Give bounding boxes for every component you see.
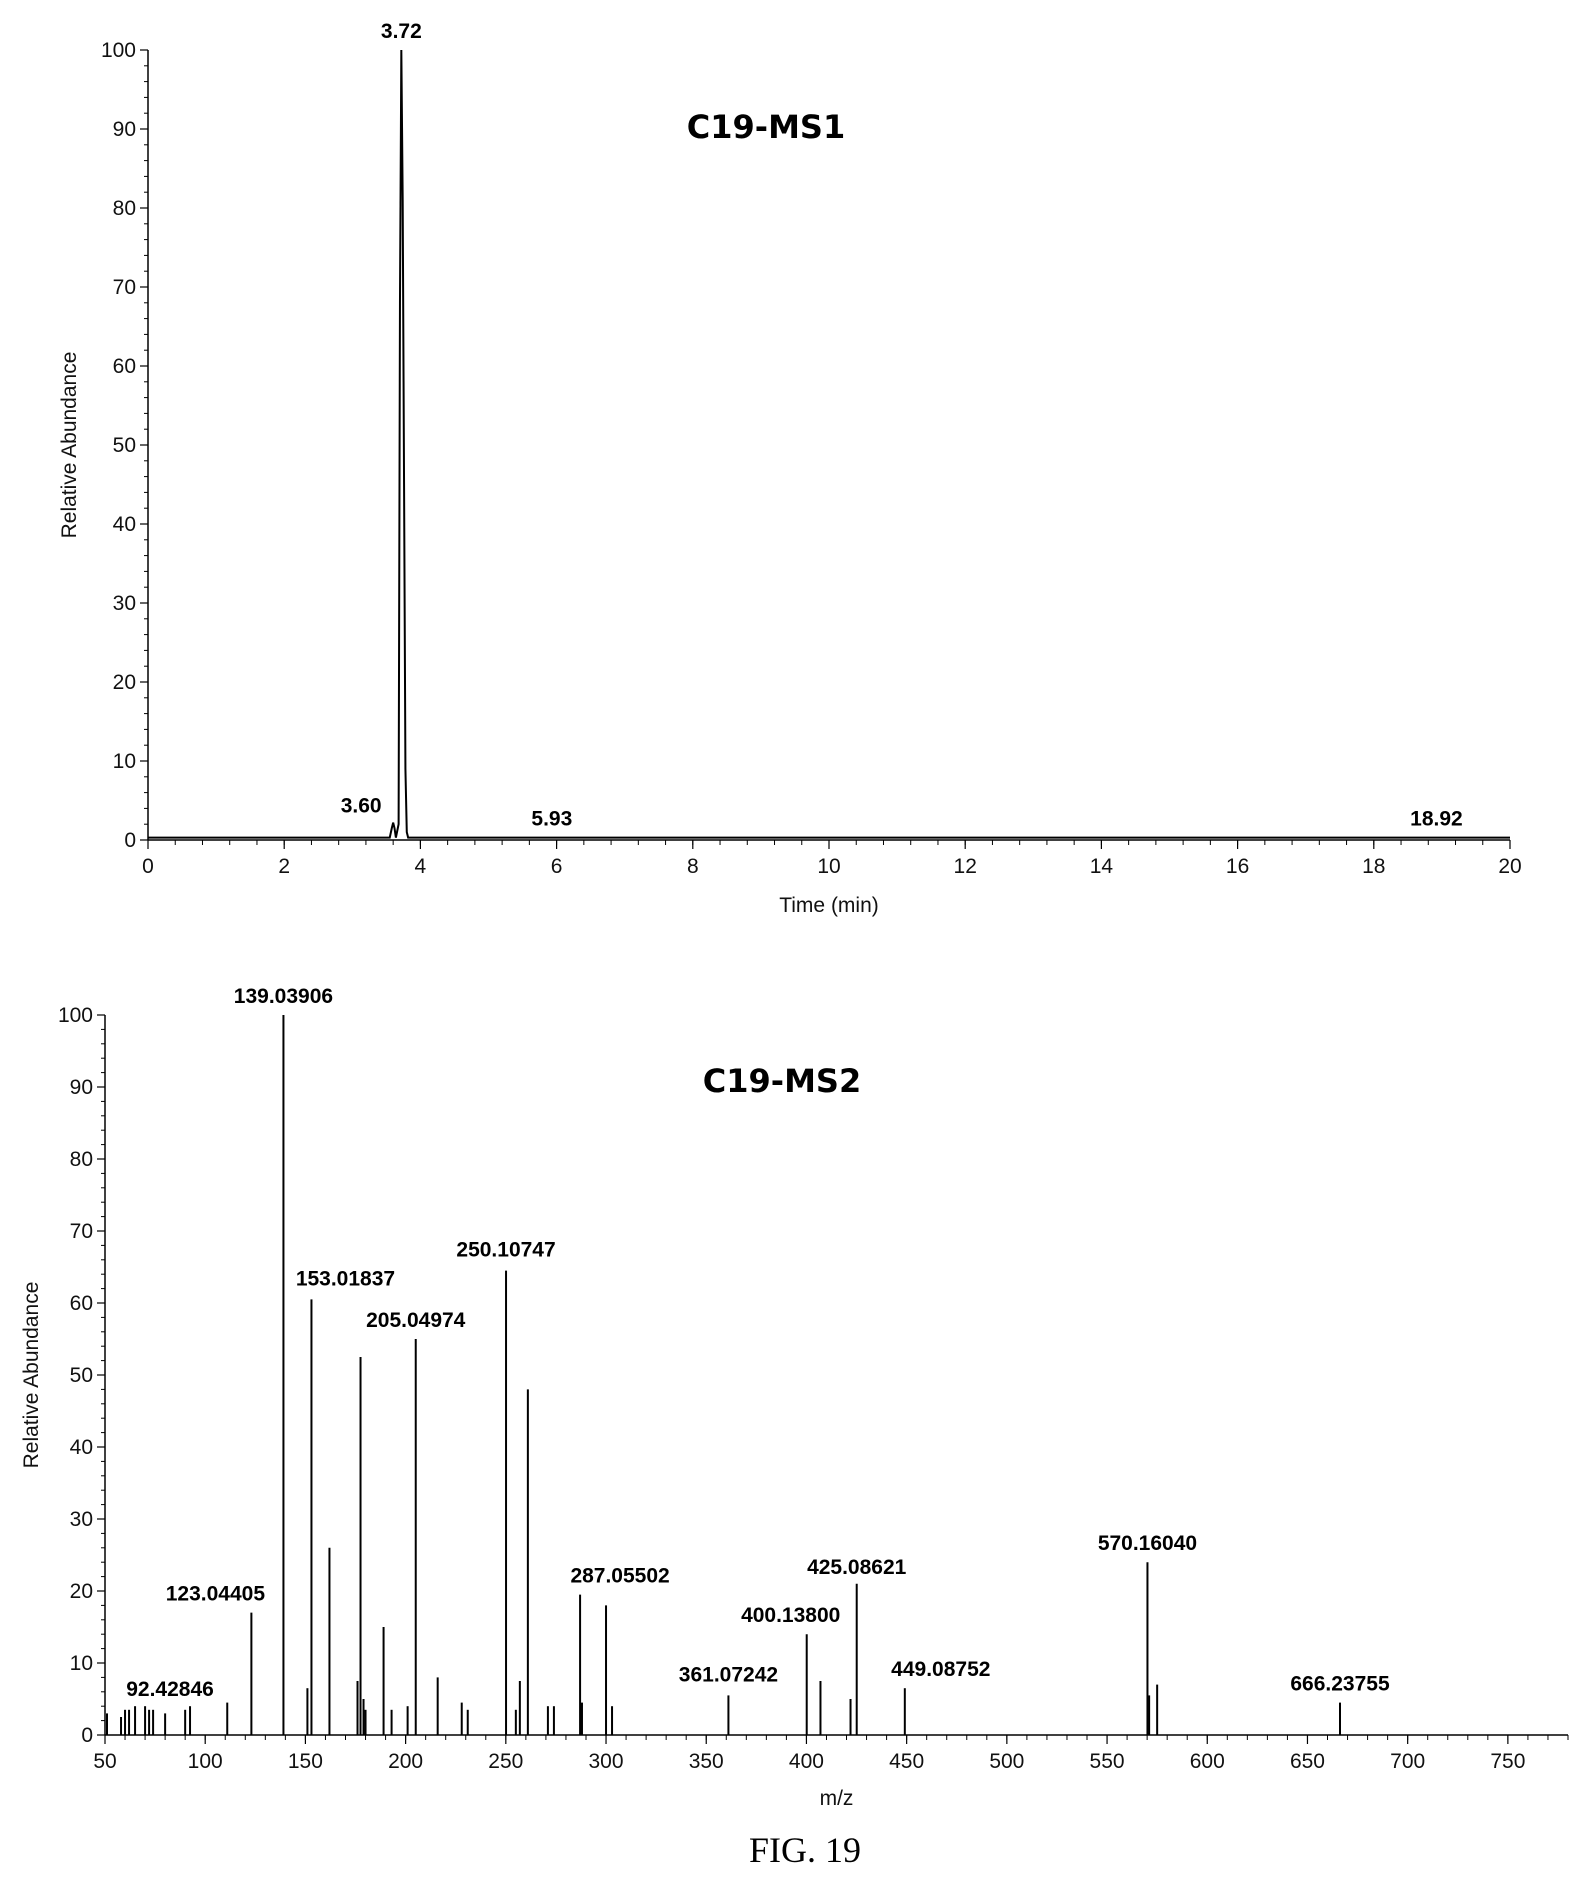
peak-label: 18.92: [1410, 808, 1463, 831]
peak-label: 205.04974: [366, 1309, 466, 1332]
y-tick-label: 60: [70, 1292, 93, 1315]
peak-label: 250.10747: [456, 1239, 555, 1262]
x-tick-label: 600: [1190, 1750, 1225, 1773]
x-tick-label: 750: [1490, 1750, 1525, 1773]
y-tick-label: 10: [113, 750, 136, 773]
x-tick-label: 0: [142, 855, 154, 878]
y-tick-label: 0: [124, 829, 136, 852]
y-tick-label: 0: [81, 1724, 93, 1747]
y-tick-label: 100: [58, 1004, 93, 1027]
peak-label: 449.08752: [891, 1658, 990, 1681]
y-tick-label: 90: [70, 1076, 93, 1099]
y-tick-label: 10: [70, 1652, 93, 1675]
y-tick-label: 80: [70, 1148, 93, 1171]
peak-label: 425.08621: [807, 1556, 907, 1579]
y-tick-label: 100: [101, 39, 136, 62]
peak-label: 3.72: [381, 20, 422, 43]
peak-label: 153.01837: [296, 1267, 395, 1290]
x-axis-title: Time (min): [779, 894, 879, 917]
y-tick-label: 80: [113, 197, 136, 220]
x-tick-label: 550: [1090, 1750, 1125, 1773]
x-tick-label: 300: [589, 1750, 624, 1773]
x-tick-label: 12: [954, 855, 977, 878]
y-tick-label: 90: [113, 118, 136, 141]
x-tick-label: 700: [1390, 1750, 1425, 1773]
peak-label: 666.23755: [1290, 1673, 1390, 1696]
peak-label: 570.16040: [1098, 1532, 1197, 1555]
peak-label: 361.07242: [679, 1663, 778, 1686]
x-tick-label: 10: [817, 855, 840, 878]
x-tick-label: 4: [415, 855, 427, 878]
chromatogram-trace: [148, 49, 1510, 839]
x-tick-label: 100: [188, 1750, 223, 1773]
peak-label: 400.13800: [741, 1604, 840, 1627]
x-tick-label: 400: [789, 1750, 824, 1773]
peak-label: 139.03906: [234, 985, 333, 1008]
x-tick-label: 350: [689, 1750, 724, 1773]
mass-spectrum-chart-ms2: 0 10 20 30 40 50 60 70 80 90 100 50 100 150 200 250 300 3…: [20, 985, 1569, 1810]
x-tick-label: 50: [93, 1750, 116, 1773]
x-tick-label: 450: [889, 1750, 924, 1773]
y-tick-label: 20: [70, 1580, 93, 1603]
x-tick-label: 500: [989, 1750, 1024, 1773]
y-tick-label: 70: [70, 1220, 93, 1243]
y-tick-label: 20: [113, 671, 136, 694]
x-tick-label: 250: [488, 1750, 523, 1773]
x-tick-label: 150: [288, 1750, 323, 1773]
peak-label: 5.93: [531, 808, 572, 831]
x-tick-label: 6: [551, 855, 563, 878]
y-tick-label: 50: [70, 1364, 93, 1387]
y-axis-title: Relative Abundance: [58, 352, 81, 539]
y-tick-label: 30: [70, 1508, 93, 1531]
y-tick-label: 40: [113, 513, 136, 536]
x-tick-label: 18: [1362, 855, 1385, 878]
y-axis-title: Relative Abundance: [20, 1282, 43, 1469]
x-tick-label: 8: [687, 855, 699, 878]
x-tick-label: 20: [1498, 855, 1521, 878]
x-tick-label: 16: [1226, 855, 1249, 878]
y-tick-label: 50: [113, 434, 136, 457]
y-tick-label: 40: [70, 1436, 93, 1459]
y-tick-label: 70: [113, 276, 136, 299]
peak-label: 287.05502: [570, 1565, 669, 1588]
chart-title: C19-MS1: [687, 108, 845, 146]
y-tick-label: 60: [113, 355, 136, 378]
peak-label: 3.60: [341, 795, 382, 818]
figure-caption: FIG. 19: [749, 1830, 861, 1870]
chromatogram-chart-ms1: 0 10 20 30 40 50 60 70 80 90 100 0 2 4 6 8 10 12 14 16 18 20 T…: [58, 20, 1522, 917]
peak-label: 92.42846: [126, 1678, 214, 1701]
x-tick-label: 650: [1290, 1750, 1325, 1773]
peak-label: 123.04405: [166, 1583, 266, 1606]
y-tick-label: 30: [113, 592, 136, 615]
x-axis-title: m/z: [820, 1787, 854, 1810]
chart-title: C19-MS2: [703, 1062, 861, 1100]
x-tick-label: 2: [278, 855, 290, 878]
x-tick-label: 14: [1090, 855, 1114, 878]
x-tick-label: 200: [388, 1750, 423, 1773]
